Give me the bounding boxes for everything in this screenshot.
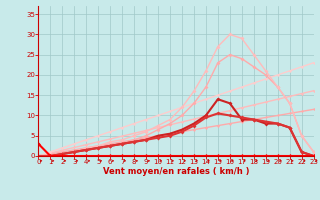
X-axis label: Vent moyen/en rafales ( km/h ): Vent moyen/en rafales ( km/h )	[103, 167, 249, 176]
